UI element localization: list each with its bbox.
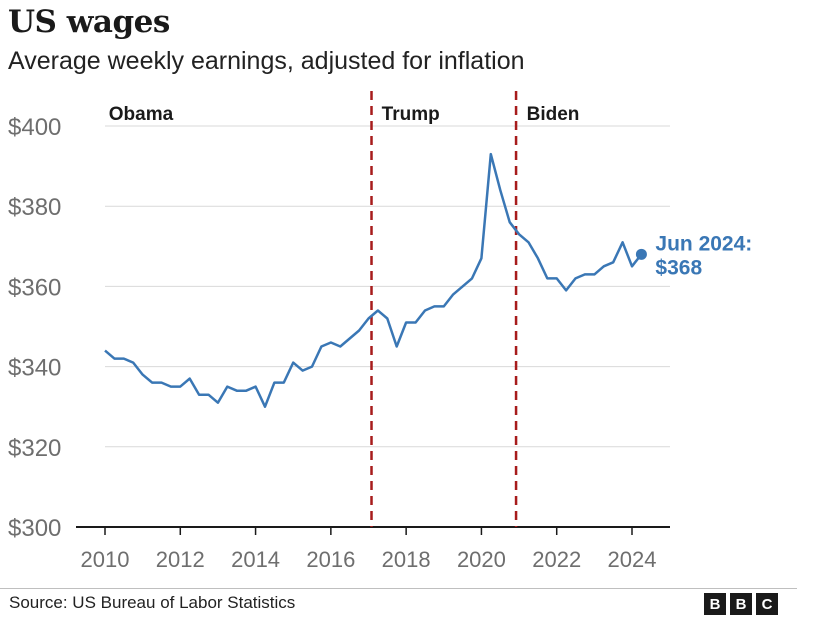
- x-tick-label: 2018: [382, 547, 431, 572]
- line-chart: $300 $320 $340 $360 $380 $400 2010 2012 2014 2016…: [8, 91, 752, 572]
- bbc-logo-letter: B: [730, 593, 752, 615]
- x-tick-label: 2020: [457, 547, 506, 572]
- period-label: Trump: [382, 104, 440, 125]
- y-tick-label: $360: [8, 274, 61, 301]
- x-tick-label: 2024: [608, 547, 657, 572]
- y-tick-label: $340: [8, 355, 61, 382]
- y-tick-label: $320: [8, 435, 61, 462]
- x-tick-label: 2012: [156, 547, 205, 572]
- footer-divider: [0, 588, 797, 589]
- period-label: Biden: [527, 104, 580, 125]
- chart-subtitle: Average weekly earnings, adjusted for in…: [8, 47, 525, 75]
- period-label: Obama: [109, 104, 174, 125]
- x-tick-label: 2014: [231, 547, 280, 572]
- x-tick-label: 2022: [532, 547, 581, 572]
- series-line: [104, 152, 643, 408]
- y-tick-label: $400: [8, 114, 61, 141]
- highlight-point: [635, 248, 647, 260]
- bbc-logo-letter: B: [704, 593, 726, 615]
- x-tick-label: 2016: [306, 547, 355, 572]
- bbc-logo[interactable]: B B C: [704, 593, 778, 615]
- highlight-label-value: $368: [655, 256, 702, 279]
- chart-panel: US wages Average weekly earnings, adjust…: [0, 4, 797, 589]
- y-tick-label: $300: [8, 515, 61, 542]
- y-tick-label: $380: [8, 194, 61, 221]
- bbc-logo-letter: C: [756, 593, 778, 615]
- x-tick-label: 2010: [81, 547, 130, 572]
- source-note: Source: US Bureau of Labor Statistics: [9, 593, 296, 612]
- chart-title: US wages: [8, 4, 170, 40]
- highlight-label-date: Jun 2024:: [655, 232, 752, 255]
